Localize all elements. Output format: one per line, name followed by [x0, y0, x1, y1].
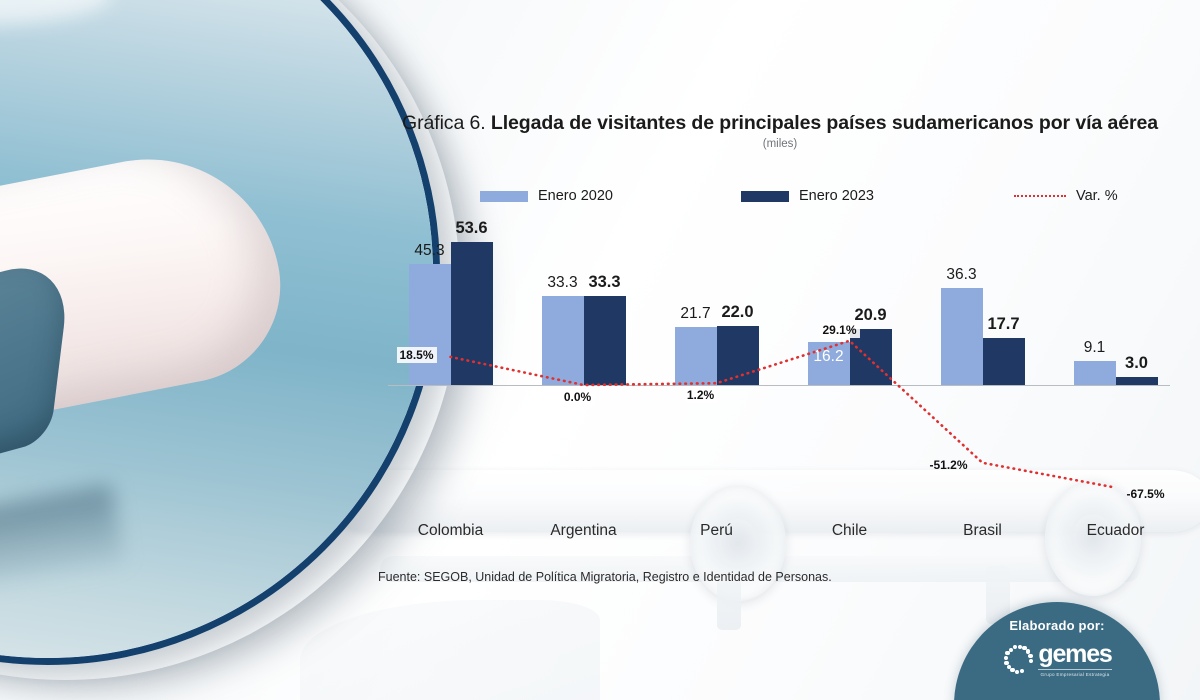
category-label: Brasil: [963, 522, 1002, 539]
variation-value-label: 1.2%: [683, 387, 718, 404]
bar-enero-2020[interactable]: 16.2: [807, 341, 850, 385]
page-title: Gráfica 6. Llegada de visitantes de prin…: [360, 112, 1200, 135]
bar-enero-2023[interactable]: 20.9: [849, 306, 892, 385]
legend-item-enero-2020[interactable]: Enero 2020: [480, 188, 613, 204]
category-label: Perú: [700, 522, 733, 539]
variation-value-label: 0.0%: [560, 389, 595, 405]
legend-item-variacion[interactable]: Var. %: [1013, 188, 1118, 204]
source-note: Fuente: SEGOB, Unidad de Política Migrat…: [378, 570, 832, 584]
bar-value-label: 53.6: [455, 219, 488, 238]
bar-value-label: 21.7: [680, 305, 711, 323]
gemes-logo: gemes Grupo Empresarial Estrategia: [954, 642, 1160, 677]
bar-value-label: 45.3: [414, 242, 445, 260]
bar-enero-2023[interactable]: 22.0: [716, 303, 759, 385]
credits-badge: Elaborado por: gemes Grupo Empresarial E…: [954, 602, 1160, 700]
bar-value-label: 33.3: [547, 274, 578, 292]
airplane-photo-circle: [0, 0, 440, 665]
category-label: Ecuador: [1086, 522, 1145, 539]
bar-enero-2023[interactable]: 53.6: [450, 219, 493, 385]
legend-label: Var. %: [1075, 188, 1118, 204]
plot-area: 45.3 53.6 Colombia 33.3 33.3 Argentina 21.7 22.…: [380, 219, 1182, 539]
bar-value-label: 3.0: [1125, 354, 1148, 373]
bar-value-label: 20.9: [854, 306, 887, 325]
bar-groups: 45.3 53.6 Colombia 33.3 33.3 Argentina 21.7 22.…: [380, 219, 1182, 539]
badge-caption: Elaborado por:: [1009, 618, 1105, 633]
swatch-light-blue-icon: [480, 190, 528, 202]
chart-subtitle: (miles): [762, 138, 798, 150]
gemes-logo-mark-icon: [1002, 643, 1034, 675]
variation-value-label: -51.2%: [929, 457, 968, 472]
bar-enero-2023[interactable]: 3.0: [1115, 354, 1158, 385]
bar-value-label: 22.0: [721, 303, 754, 322]
category-label: Argentina: [550, 522, 617, 539]
bar-pair: 45.3 53.6: [384, 219, 517, 385]
chart-title-block: Gráfica 6. Llegada de visitantes de prin…: [360, 112, 1200, 150]
bar-enero-2020[interactable]: 45.3: [408, 242, 451, 385]
variation-line-series: [449, 339, 1117, 489]
category-label: Chile: [831, 522, 868, 539]
bar-pair: 33.3 33.3: [517, 236, 650, 385]
bar-value-label: 17.7: [987, 314, 1020, 333]
bar-value-label: 36.3: [946, 266, 977, 284]
bar-group: 21.7 22.0 Perú: [650, 236, 783, 539]
airplane-photo: [0, 0, 433, 658]
bar-enero-2023[interactable]: 33.3: [583, 273, 626, 385]
legend-label: Enero 2020: [538, 188, 613, 204]
gemes-logo-tagline: Grupo Empresarial Estrategia: [1038, 669, 1112, 677]
variation-value-label: -67.5%: [1126, 486, 1165, 501]
variation-value-label: 18.5%: [396, 346, 437, 363]
bar-enero-2020[interactable]: 33.3: [541, 274, 584, 385]
bar-pair: 9.1 3.0: [1049, 236, 1182, 385]
bar-enero-2020[interactable]: 21.7: [674, 305, 717, 385]
bar-pair: 16.2 20.9: [783, 236, 916, 385]
bar-pair: 36.3 17.7: [916, 236, 1049, 385]
chart-panel: Gráfica 6. Llegada de visitantes de prin…: [360, 0, 1200, 700]
chart-legend: Enero 2020 Enero 2023 Var. %: [470, 184, 1170, 208]
bar-enero-2020[interactable]: 36.3: [940, 266, 983, 385]
bar-pair: 21.7 22.0: [650, 236, 783, 385]
variation-dotted-path: [449, 339, 1117, 489]
dotted-line-red-icon: [1013, 195, 1066, 197]
bar-enero-2020[interactable]: 9.1: [1073, 339, 1116, 385]
zero-axis-line: [388, 385, 1170, 386]
bar-group: 33.3 33.3 Argentina: [517, 236, 650, 539]
bar-value-label: 33.3: [588, 273, 621, 292]
bar-group: 9.1 3.0 Ecuador: [1049, 236, 1182, 539]
bar-value-label: 9.1: [1083, 338, 1106, 356]
legend-item-enero-2023[interactable]: Enero 2023: [740, 188, 874, 204]
bar-group: 36.3 17.7 Brasil: [916, 236, 1049, 539]
title-main: Llegada de visitantes de principales paí…: [490, 112, 1158, 134]
bar-group: 16.2 20.9 Chile: [783, 236, 916, 539]
category-label: Colombia: [417, 522, 484, 539]
legend-label: Enero 2023: [798, 188, 874, 204]
bar-group: 45.3 53.6 Colombia: [384, 219, 517, 539]
title-prefix: Gráfica 6.: [402, 112, 486, 134]
gemes-logo-wordmark: gemes: [1038, 640, 1112, 668]
variation-value-label: 29.1%: [819, 321, 860, 338]
swatch-dark-navy-icon: [740, 190, 789, 202]
bar-enero-2023[interactable]: 17.7: [982, 315, 1025, 385]
bar-value-label: 16.2: [813, 347, 844, 365]
